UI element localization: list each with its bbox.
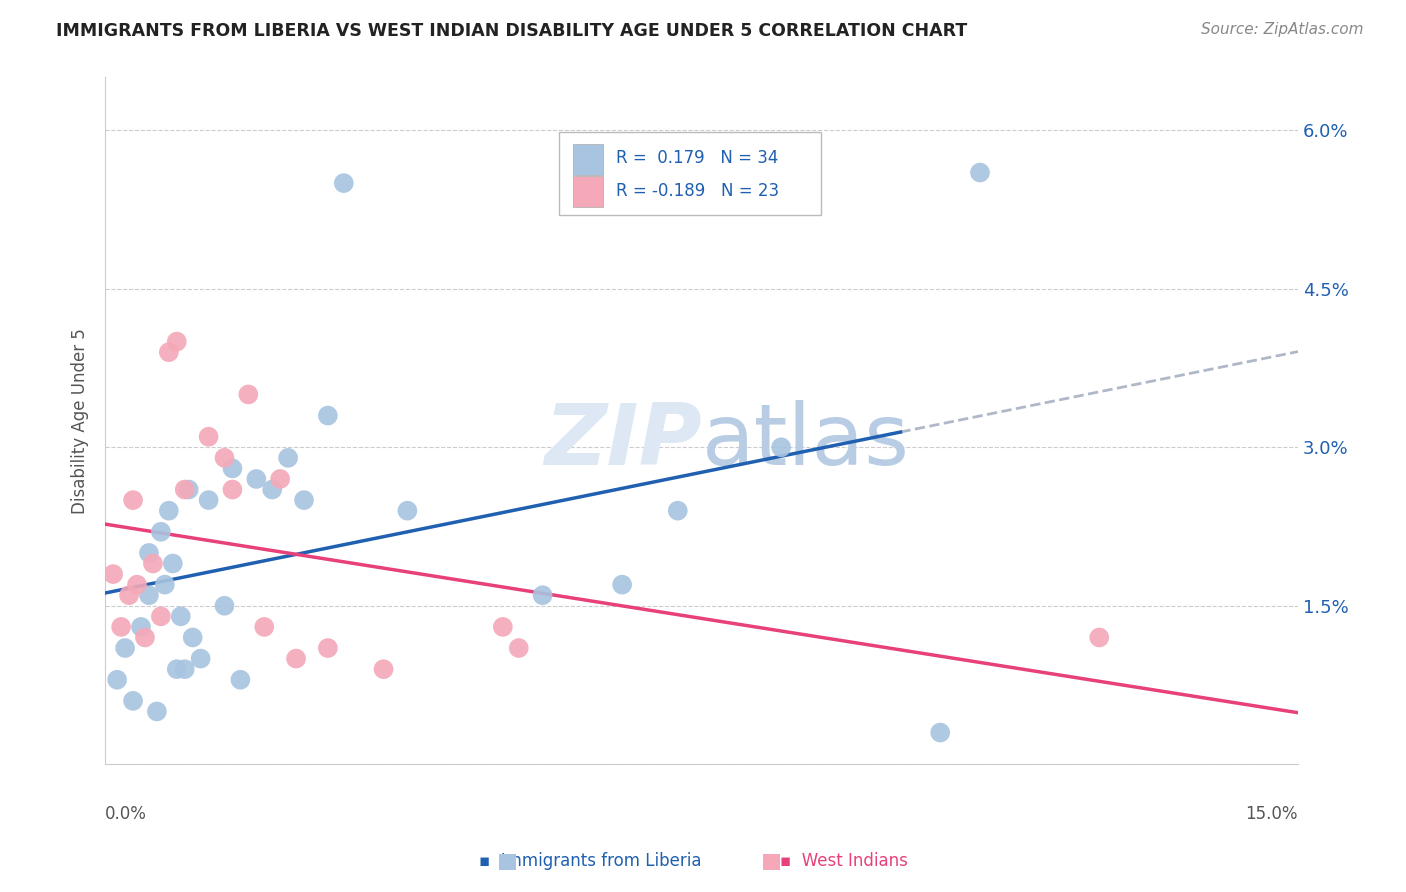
- Point: [138, 546, 160, 560]
- Text: R =  0.179   N = 34: R = 0.179 N = 34: [616, 150, 778, 168]
- Point: [122, 493, 145, 508]
- Point: [269, 472, 291, 486]
- Point: [134, 631, 156, 645]
- Point: [253, 620, 276, 634]
- Point: [238, 387, 260, 401]
- Text: IMMIGRANTS FROM LIBERIA VS WEST INDIAN DISABILITY AGE UNDER 5 CORRELATION CHART: IMMIGRANTS FROM LIBERIA VS WEST INDIAN D…: [56, 22, 967, 40]
- Point: [316, 640, 339, 655]
- Point: [101, 567, 124, 582]
- Text: atlas: atlas: [702, 400, 910, 483]
- Point: [221, 483, 243, 497]
- Point: [333, 176, 356, 190]
- Point: [214, 450, 236, 465]
- Point: [110, 620, 132, 634]
- Text: 15.0%: 15.0%: [1246, 805, 1298, 823]
- Point: [166, 662, 188, 676]
- Bar: [572, 176, 603, 207]
- Point: [122, 694, 145, 708]
- Point: [173, 662, 195, 676]
- Point: [929, 725, 952, 739]
- Point: [170, 609, 193, 624]
- Point: [146, 705, 169, 719]
- Point: [125, 577, 148, 591]
- Point: [162, 557, 184, 571]
- Point: [292, 493, 315, 508]
- Point: [105, 673, 128, 687]
- Point: [221, 461, 243, 475]
- Point: [770, 440, 793, 454]
- Point: [177, 483, 200, 497]
- Point: [129, 620, 152, 634]
- Point: [666, 504, 689, 518]
- Point: [245, 472, 267, 486]
- Point: [969, 165, 991, 179]
- Point: [190, 651, 212, 665]
- Point: [114, 640, 136, 655]
- Point: [173, 483, 195, 497]
- Point: [197, 493, 219, 508]
- Point: [277, 450, 299, 465]
- Bar: [572, 145, 603, 175]
- Point: [142, 557, 165, 571]
- Point: [316, 409, 339, 423]
- Point: [492, 620, 515, 634]
- Point: [262, 483, 284, 497]
- Point: [508, 640, 530, 655]
- Point: [197, 430, 219, 444]
- Point: [149, 524, 172, 539]
- Text: ▪  West Indians: ▪ West Indians: [780, 852, 907, 870]
- Text: 0.0%: 0.0%: [105, 805, 148, 823]
- Text: Source: ZipAtlas.com: Source: ZipAtlas.com: [1201, 22, 1364, 37]
- Point: [157, 345, 180, 359]
- Y-axis label: Disability Age Under 5: Disability Age Under 5: [72, 328, 89, 514]
- Point: [229, 673, 252, 687]
- Point: [149, 609, 172, 624]
- Point: [285, 651, 308, 665]
- Text: ZIP: ZIP: [544, 400, 702, 483]
- Point: [1088, 631, 1111, 645]
- Point: [531, 588, 554, 602]
- Point: [181, 631, 204, 645]
- Point: [373, 662, 395, 676]
- Point: [166, 334, 188, 349]
- Point: [153, 577, 176, 591]
- Text: ▪  Immigrants from Liberia: ▪ Immigrants from Liberia: [479, 852, 702, 870]
- Point: [214, 599, 236, 613]
- Point: [610, 577, 633, 591]
- Text: R = -0.189   N = 23: R = -0.189 N = 23: [616, 183, 779, 201]
- Point: [157, 504, 180, 518]
- Point: [138, 588, 160, 602]
- FancyBboxPatch shape: [558, 132, 821, 215]
- Point: [118, 588, 141, 602]
- Point: [396, 504, 419, 518]
